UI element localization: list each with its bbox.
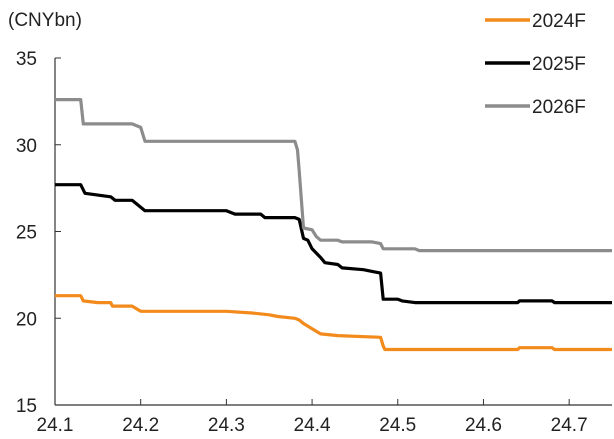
y-tick-label: 20 (16, 309, 37, 330)
x-tick-label: 24.7 (551, 415, 588, 436)
x-tick-label: 24.5 (379, 415, 416, 436)
y-tick-labels: 15 20 25 30 35 (16, 49, 61, 417)
axes (54, 58, 612, 406)
y-tick-label: 30 (16, 136, 37, 157)
legend-label-2025f: 2025F (532, 54, 586, 75)
series-line-2025f (55, 183, 612, 305)
legend-label-2026f: 2026F (532, 97, 586, 118)
x-tick-label: 24.1 (37, 415, 74, 436)
x-tick-label: 24.6 (465, 415, 502, 436)
series-line-2024f (55, 294, 612, 352)
legend-label-2024f: 2024F (532, 11, 586, 32)
x-tick-label: 24.2 (122, 415, 159, 436)
x-tick-label: 24.4 (294, 415, 331, 436)
series-lines (55, 98, 612, 352)
y-tick-label: 15 (16, 396, 37, 417)
x-tick-label: 24.3 (208, 415, 245, 436)
legend: 2024F 2025F 2026F (485, 11, 586, 118)
y-unit-label: (CNYbn) (8, 10, 82, 31)
y-tick-label: 25 (16, 223, 37, 244)
y-tick-label: 35 (16, 49, 37, 70)
x-tick-labels: 24.1 24.2 24.3 24.4 24.5 24.6 24.7 (37, 399, 588, 436)
series-line-2026f (55, 98, 612, 253)
